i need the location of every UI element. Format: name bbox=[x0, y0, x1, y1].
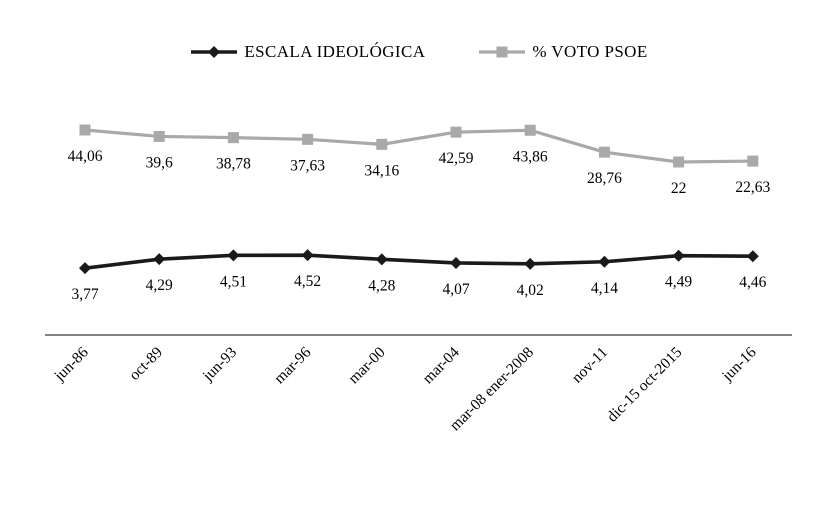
data-point-marker bbox=[79, 262, 91, 275]
square-line-marker-icon bbox=[479, 46, 526, 58]
x-axis-label: jun-93 bbox=[199, 344, 241, 386]
series-line-psoe bbox=[84, 128, 753, 164]
legend-diamond bbox=[208, 46, 221, 58]
data-label: 37,63 bbox=[290, 157, 325, 174]
diamond-line-marker-icon bbox=[191, 46, 238, 58]
legend-label-voto-psoe: % VOTO PSOE bbox=[532, 42, 648, 61]
data-label: 4,46 bbox=[739, 274, 766, 291]
data-label: 3,77 bbox=[71, 286, 98, 303]
data-point-marker bbox=[673, 156, 685, 168]
data-point-marker bbox=[450, 256, 462, 269]
legend-label-escala-ideologica: ESCALA IDEOLÓGICA bbox=[244, 42, 426, 61]
legend-square bbox=[496, 46, 508, 58]
data-point-marker bbox=[746, 250, 759, 263]
legend-item-voto-psoe: % VOTO PSOE bbox=[479, 42, 647, 62]
data-point-marker bbox=[302, 133, 314, 145]
data-label: 34,16 bbox=[364, 162, 399, 179]
data-label: 22 bbox=[671, 180, 687, 197]
series-line-escala bbox=[84, 253, 753, 270]
x-axis-label: mar-00 bbox=[345, 344, 389, 388]
data-label: 4,14 bbox=[591, 280, 618, 297]
x-axis-label: mar-96 bbox=[271, 344, 315, 388]
data-point-marker bbox=[153, 130, 165, 142]
x-axis-label: jun-16 bbox=[718, 344, 760, 386]
data-point-marker bbox=[79, 124, 91, 136]
data-label: 43,86 bbox=[513, 148, 548, 165]
x-axis-label: nov-11 bbox=[569, 344, 612, 387]
data-point-marker bbox=[598, 255, 611, 268]
data-label: 38,78 bbox=[216, 156, 251, 173]
data-point-marker bbox=[672, 249, 685, 262]
legend-item-escala-ideologica: ESCALA IDEOLÓGICA bbox=[191, 42, 425, 62]
data-point-marker bbox=[227, 132, 239, 144]
x-axis-label: dic-15 oct-2015 bbox=[604, 344, 686, 426]
chart-legend: ESCALA IDEOLÓGICA % VOTO PSOE bbox=[0, 42, 839, 62]
data-label: 4,28 bbox=[368, 277, 395, 294]
data-point-marker bbox=[450, 126, 462, 138]
data-point-marker bbox=[376, 138, 388, 150]
data-label: 4,02 bbox=[517, 282, 544, 299]
data-point-marker bbox=[524, 257, 537, 270]
data-label: 4,51 bbox=[220, 273, 247, 290]
data-label: 28,76 bbox=[587, 170, 622, 187]
data-label: 4,49 bbox=[665, 274, 692, 291]
x-axis-label: oct-89 bbox=[126, 344, 166, 384]
x-axis-label: jun-86 bbox=[50, 344, 92, 386]
data-point-marker bbox=[153, 253, 166, 266]
data-label: 4,07 bbox=[442, 281, 469, 298]
data-point-marker bbox=[524, 124, 536, 136]
data-label: 22,63 bbox=[735, 179, 770, 196]
data-point-marker bbox=[301, 249, 314, 262]
data-point-marker bbox=[747, 155, 759, 167]
data-point-marker bbox=[375, 253, 388, 266]
data-point-marker bbox=[227, 249, 240, 262]
data-label: 4,29 bbox=[146, 277, 173, 294]
data-point-marker bbox=[598, 146, 610, 158]
data-label: 44,06 bbox=[68, 148, 103, 165]
data-label: 39,6 bbox=[146, 154, 173, 171]
x-axis-label: mar-04 bbox=[419, 344, 463, 388]
data-label: 42,59 bbox=[439, 150, 474, 167]
data-label: 4,52 bbox=[294, 273, 321, 290]
